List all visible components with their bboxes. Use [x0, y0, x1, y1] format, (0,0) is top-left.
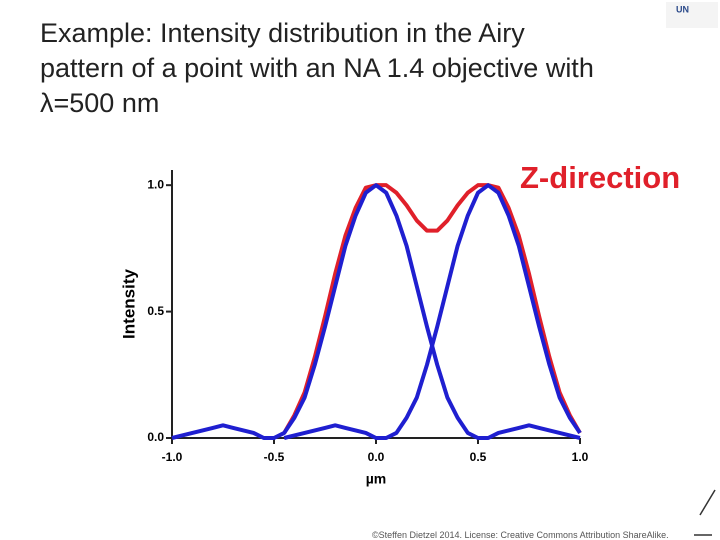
x-tick-label: 0.0	[368, 450, 385, 464]
x-tick-label: -0.5	[264, 450, 285, 464]
x-tick-label: -1.0	[162, 450, 183, 464]
x-tick-label: 0.5	[470, 450, 487, 464]
x-axis-label: µm	[366, 471, 387, 487]
logo-mark: UN	[676, 4, 689, 14]
slide-title: Example: Intensity distribution in the A…	[40, 18, 594, 118]
logo-box	[666, 2, 718, 28]
y-tick-label: 1.0	[147, 177, 164, 191]
footer: ©Steffen Dietzel 2014. License: Creative…	[372, 530, 669, 540]
annotation: Z-direction	[520, 160, 681, 195]
series-line	[283, 183, 582, 440]
y-axis-label: Intensity	[119, 269, 138, 339]
y-tick-label: 0.5	[147, 304, 164, 318]
series-line	[282, 183, 582, 434]
y-tick-label: 0.0	[147, 430, 164, 444]
icon	[699, 489, 716, 516]
logo: UN	[666, 2, 718, 536]
x-tick-label: 1.0	[572, 450, 589, 464]
series-line	[171, 183, 581, 440]
